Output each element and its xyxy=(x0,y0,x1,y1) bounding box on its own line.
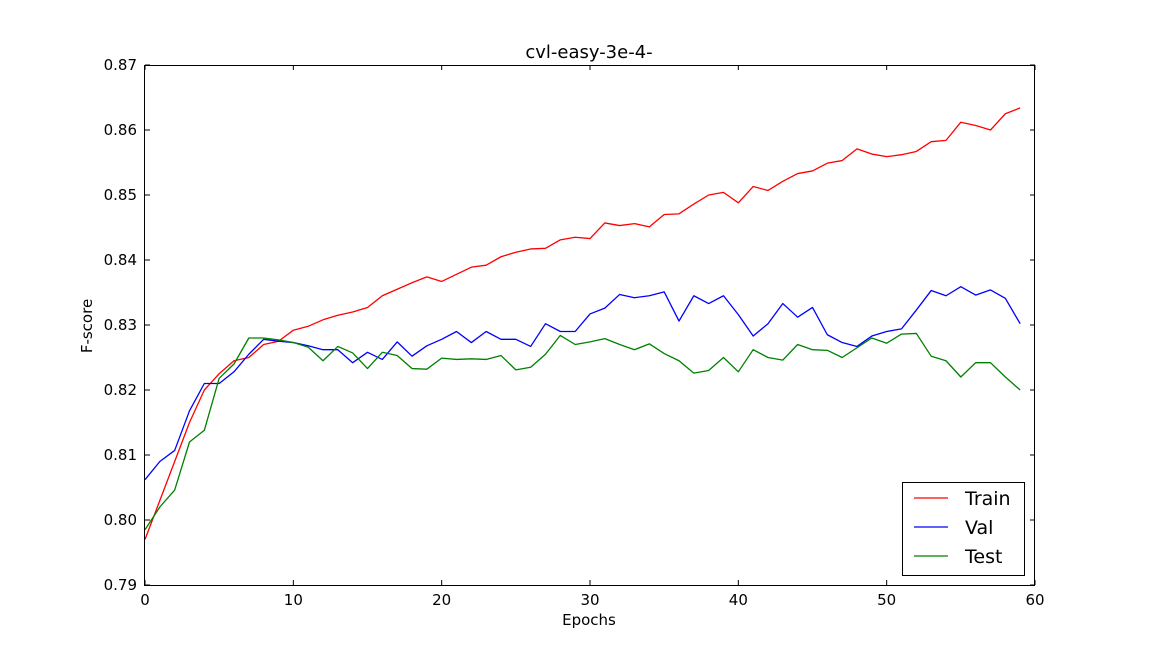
legend: Train Val Test xyxy=(902,482,1025,576)
y-axis-label: F-score xyxy=(78,299,96,353)
y-tick-label: 0.85 xyxy=(104,186,137,204)
series-line-train xyxy=(144,107,1021,540)
y-tick-label: 0.81 xyxy=(104,446,137,464)
legend-label-train: Train xyxy=(964,488,1011,510)
y-tick-label: 0.86 xyxy=(104,121,137,139)
x-tick-label: 30 xyxy=(580,591,599,609)
x-tick-label: 0 xyxy=(140,591,150,609)
x-tick-label: 20 xyxy=(432,591,451,609)
ticks-layer: 0 10 20 30 40 50 60 0.79 0.80 0.81 0.82 0.83 0.84 0.8… xyxy=(104,56,1045,609)
x-tick-label: 60 xyxy=(1025,591,1044,609)
x-tick-label: 50 xyxy=(877,591,896,609)
x-axis-label: Epochs xyxy=(562,611,616,629)
y-tick-label: 0.82 xyxy=(104,381,137,399)
y-tick-label: 0.80 xyxy=(104,511,137,529)
chart-title: cvl-easy-3e-4- xyxy=(525,42,652,63)
y-tick-label: 0.87 xyxy=(104,56,137,74)
series-layer xyxy=(144,107,1021,540)
y-tick-label: 0.83 xyxy=(104,316,137,334)
y-tick-label: 0.79 xyxy=(104,576,137,594)
y-tick-label: 0.84 xyxy=(104,251,137,269)
x-tick-label: 40 xyxy=(729,591,748,609)
legend-label-test: Test xyxy=(964,546,1002,568)
x-tick-label: 10 xyxy=(284,591,303,609)
legend-label-val: Val xyxy=(965,517,993,539)
series-line-test xyxy=(144,332,1021,531)
